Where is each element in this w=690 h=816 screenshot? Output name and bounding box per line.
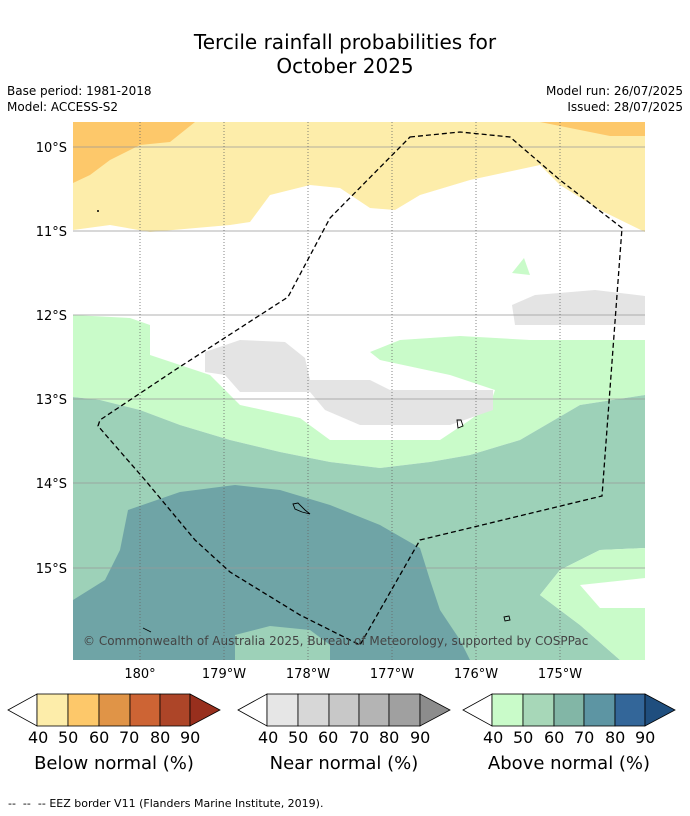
colorbar-lower-arrow: [237, 693, 268, 727]
above-normal-40-patch-southeast: [540, 548, 645, 660]
colorbars: [7, 693, 676, 727]
colorbar-upper-arrow: [189, 693, 221, 727]
colorbar-title-near: Near normal (%): [269, 753, 419, 774]
island-dot: [97, 210, 99, 212]
colorbar-upper-arrow: [419, 693, 451, 727]
lat-label: 15°S: [36, 562, 67, 577]
lat-label: 11°S: [36, 225, 67, 240]
colorbar-swatch: [614, 693, 646, 727]
colorbar-swatch: [159, 693, 191, 727]
colorbar-tick: 40: [28, 728, 49, 747]
colorbar-tick: 80: [605, 728, 626, 747]
colorbar-tick: 60: [89, 728, 110, 747]
colorbar-title-below: Below normal (%): [34, 753, 194, 774]
colorbar-swatch: [129, 693, 161, 727]
colorbar-tick: 50: [288, 728, 309, 747]
copyright-text: © Commonwealth of Australia 2025, Bureau…: [83, 634, 588, 648]
colorbar-swatch: [36, 693, 69, 727]
eez-border: [97, 131, 623, 646]
forecast-map: © Commonwealth of Australia 2025, Bureau…: [36, 122, 645, 682]
colorbar-tick: 40: [483, 728, 504, 747]
white-hole-southeast: [580, 578, 645, 608]
island-outline: [456, 419, 464, 429]
lon-label: 176°W: [454, 667, 498, 682]
colorbar-tick: 40: [258, 728, 279, 747]
colorbar-swatch: [491, 693, 524, 727]
colorbar-tick: 90: [180, 728, 201, 747]
colorbar-tick: 50: [513, 728, 534, 747]
colorbar-lower-arrow: [7, 693, 38, 727]
colorbar-swatch: [98, 693, 131, 727]
colorbar-tick: 70: [349, 728, 370, 747]
base-period: Base period: 1981-2018: [7, 84, 152, 98]
colorbar-title-above: Above normal (%): [487, 753, 651, 774]
colorbar-swatch: [328, 693, 360, 727]
colorbar-tick: 50: [58, 728, 79, 747]
colorbar-swatch: [358, 693, 390, 727]
lat-label: 12°S: [36, 309, 67, 324]
lat-label: 10°S: [36, 141, 67, 156]
issued-date: Issued: 28/07/2025: [567, 100, 683, 114]
colorbar-tick: 80: [150, 728, 171, 747]
near-normal-region-east: [512, 290, 645, 325]
lon-label: 179°W: [202, 667, 246, 682]
lat-label: 14°S: [36, 477, 67, 492]
colorbar-upper-arrow: [644, 693, 676, 727]
near-normal-region-center: [205, 340, 493, 425]
colorbar-tick: 70: [119, 728, 140, 747]
lon-label: 177°W: [370, 667, 414, 682]
lon-label: 175°W: [538, 667, 582, 682]
colorbar-swatch: [553, 693, 585, 727]
colorbar-tick: 70: [574, 728, 595, 747]
colorbar-tick: 80: [379, 728, 400, 747]
island-outline: [142, 627, 152, 633]
below-normal-50-region-west: [73, 122, 195, 183]
map-title-line1: Tercile rainfall probabilities for: [193, 30, 497, 54]
colorbar-swatch: [583, 693, 616, 727]
colorbar-swatch: [522, 693, 555, 727]
colorbar-tick: 60: [318, 728, 339, 747]
eez-legend-text: EEZ border V11 (Flanders Marine Institut…: [49, 797, 324, 810]
colorbar-near-normal: [237, 693, 451, 727]
above-normal-60-region: [73, 485, 470, 660]
above-normal-40-region: [73, 315, 645, 468]
lon-label: 180°: [124, 667, 155, 682]
above-normal-40-spot: [512, 258, 530, 275]
lon-label: 178°W: [286, 667, 330, 682]
colorbar-tick: 60: [544, 728, 565, 747]
map-title-line2: October 2025: [276, 54, 414, 78]
model-name: Model: ACCESS-S2: [7, 100, 119, 114]
colorbar-below-normal: [7, 693, 221, 727]
island-outline: [292, 502, 311, 515]
colorbar-swatch: [297, 693, 330, 727]
colorbar-lower-arrow: [462, 693, 493, 727]
colorbar-swatch: [67, 693, 100, 727]
below-normal-50-region-east: [540, 122, 645, 136]
dashed-line-symbol: -- -- --: [8, 797, 50, 810]
lat-label: 13°S: [36, 393, 67, 408]
eez-legend: -- -- -- EEZ border V11 (Flanders Marine…: [8, 797, 323, 810]
island-outline: [503, 615, 511, 622]
colorbar-swatch: [388, 693, 421, 727]
colorbar-above-normal: [462, 693, 676, 727]
colorbar-tick: 90: [635, 728, 656, 747]
model-run: Model run: 26/07/2025: [545, 84, 683, 98]
colorbar-tick: 90: [410, 728, 431, 747]
below-normal-40-region: [73, 122, 645, 232]
colorbar-swatch: [266, 693, 299, 727]
grid-lines: [73, 146, 645, 569]
above-normal-50-patch-south: [235, 626, 330, 660]
